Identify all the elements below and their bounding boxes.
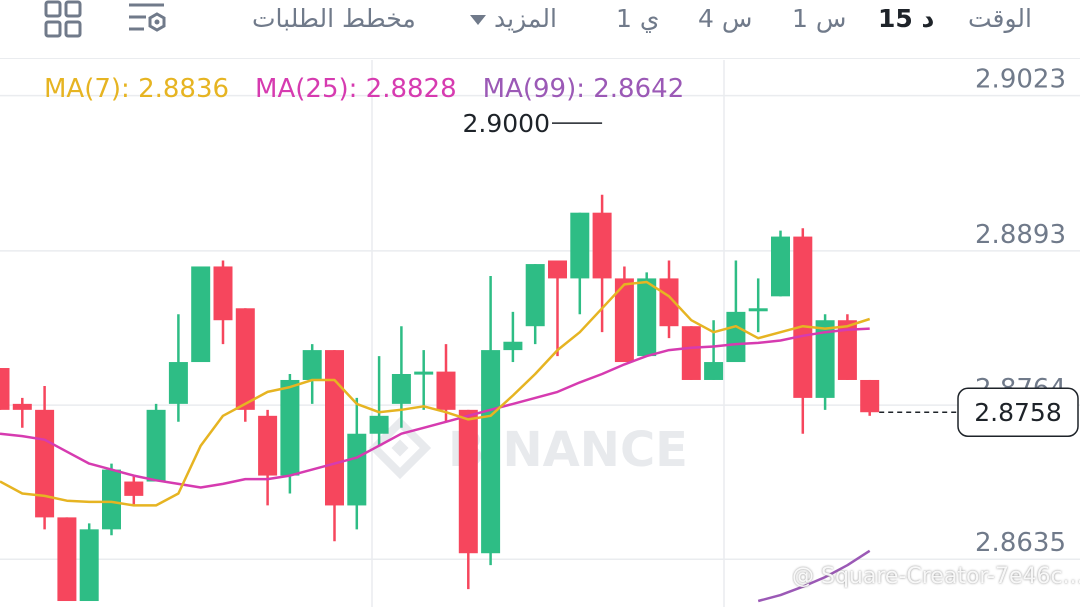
candle-body [79, 529, 99, 602]
candles [0, 194, 880, 602]
candle-body [458, 409, 478, 554]
candle-body [570, 212, 590, 279]
candle-body [213, 266, 233, 321]
candle-body [102, 469, 121, 530]
price-markers: 2.9000 2.8758 [463, 109, 1079, 437]
ma-legend: MA(7): 2.8836 MA(25): 2.8828 MA(99): 2.864… [44, 72, 710, 106]
candle-body [592, 212, 612, 279]
candle-body [771, 236, 790, 297]
candle-body [391, 373, 411, 404]
interval-15m[interactable]: 15 د [878, 4, 935, 33]
ma7-label: MA(7): 2.8836 [44, 74, 230, 104]
current-price-box [957, 387, 1079, 437]
candle-body [436, 371, 456, 410]
candle-body [726, 311, 746, 363]
grid-icon[interactable] [44, 0, 84, 40]
candle-body [503, 341, 523, 351]
candle-body [302, 350, 322, 380]
ma25-label: MA(25): 2.8828 [255, 74, 457, 104]
y-axis-tick-label: 2.8893 [975, 220, 1066, 250]
more-label: المزيد [494, 4, 557, 33]
candle-body [191, 266, 211, 363]
candle-body [659, 278, 679, 327]
current-price-label: 2.8758 [974, 398, 1061, 427]
candle-body [347, 433, 367, 506]
ma7-line [0, 280, 871, 507]
candle-body [837, 320, 857, 380]
y-axis-tick-label: 2.9023 [975, 65, 1066, 95]
candle-body [280, 379, 300, 476]
interval-1d[interactable]: 1 ي [616, 4, 660, 33]
candle-body [548, 260, 567, 279]
candle-body [525, 264, 545, 327]
candle-body [35, 409, 55, 518]
ma99-line [757, 549, 871, 603]
candle-body [12, 403, 32, 410]
candle-body [235, 308, 255, 410]
candle-body [146, 409, 166, 482]
candle-body [815, 320, 835, 398]
time-label[interactable]: الوقت [968, 4, 1032, 33]
y-axis-tick-label: 2.8635 [975, 528, 1066, 558]
moving-average-lines [0, 280, 871, 603]
ma99-label: MA(99): 2.8642 [482, 74, 685, 104]
creator-credit: @ Square-Creator-7e46c... [792, 564, 1080, 589]
toolbar-divider [0, 58, 1080, 59]
candle-body [748, 308, 768, 312]
chevron-down-icon [470, 15, 486, 25]
candle-body [704, 362, 724, 380]
candle-body [57, 517, 77, 602]
interval-1h[interactable]: 1 س [792, 4, 847, 33]
candle-body [681, 326, 701, 380]
indicator-settings-icon[interactable] [126, 0, 170, 40]
ma25-line [0, 327, 870, 489]
chart-grid [0, 60, 1080, 607]
more-dropdown[interactable]: المزيد [470, 2, 557, 36]
high-marker-label: 2.9000 [463, 109, 550, 138]
candle-body [481, 350, 501, 554]
candle-body [614, 278, 634, 363]
candle-body [860, 379, 880, 413]
candle-body [0, 368, 10, 410]
candle-body [258, 415, 278, 476]
candle-body [168, 362, 188, 404]
binance-watermark: BINANCE [368, 416, 688, 480]
candle-body [369, 415, 389, 434]
chart-toolbar: مخطط الطلبات المزيد 1 ي 4 س 1 س 15 د الو… [0, 0, 1080, 58]
candle-body [124, 481, 144, 496]
candle-body [325, 350, 344, 506]
candle-body [637, 278, 657, 357]
interval-4h[interactable]: 4 س [698, 4, 753, 33]
candle-body [793, 236, 813, 398]
order-book-chart-tab[interactable]: مخطط الطلبات [252, 4, 416, 33]
candle-body [414, 371, 434, 375]
